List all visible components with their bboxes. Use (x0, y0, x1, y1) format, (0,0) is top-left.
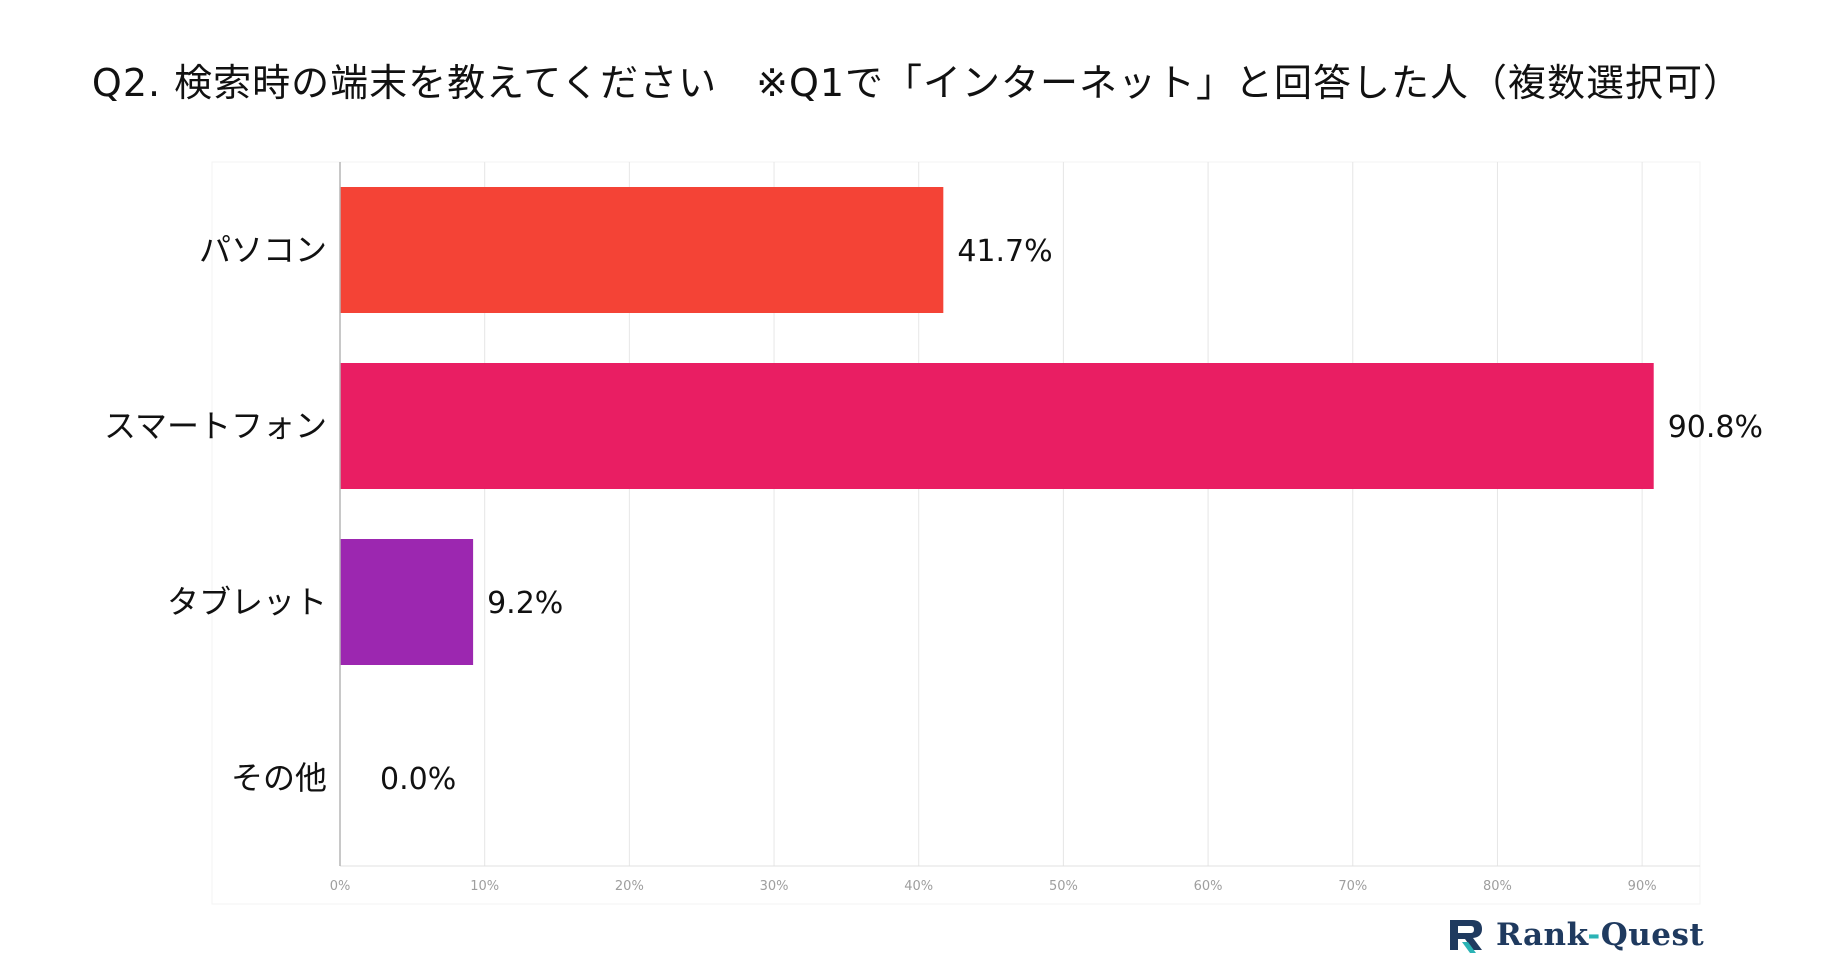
brand-name: Rank-Quest (1496, 917, 1705, 953)
x-tick-label: 30% (760, 879, 789, 894)
data-label: 9.2% (487, 586, 563, 621)
category-label: パソコン (199, 231, 327, 269)
chart-title: Q2. 検索時の端末を教えてください ※Q1で「インターネット」と回答した人（複… (91, 61, 1743, 105)
x-tick-label: 90% (1628, 879, 1657, 894)
x-tick-label: 40% (904, 879, 933, 894)
brand-logo: Rank-Quest (1446, 916, 1704, 954)
bar (340, 539, 474, 665)
bar (340, 187, 944, 313)
rank-quest-logo-icon (1450, 920, 1482, 953)
data-label: 90.8% (1668, 410, 1763, 445)
x-tick-label: 60% (1194, 879, 1223, 894)
bar (340, 363, 1654, 489)
category-label: タブレット (167, 583, 327, 621)
x-tick-label: 80% (1483, 879, 1512, 894)
x-tick-label: 0% (330, 879, 351, 894)
data-label: 0.0% (380, 762, 456, 797)
category-label: スマートフォン (104, 407, 327, 445)
x-tick-label: 50% (1049, 879, 1078, 894)
x-tick-label: 70% (1338, 879, 1367, 894)
data-label: 41.7% (957, 234, 1052, 269)
x-tick-label: 10% (470, 879, 499, 894)
x-tick-label: 20% (615, 879, 644, 894)
category-label: その他 (231, 759, 327, 797)
